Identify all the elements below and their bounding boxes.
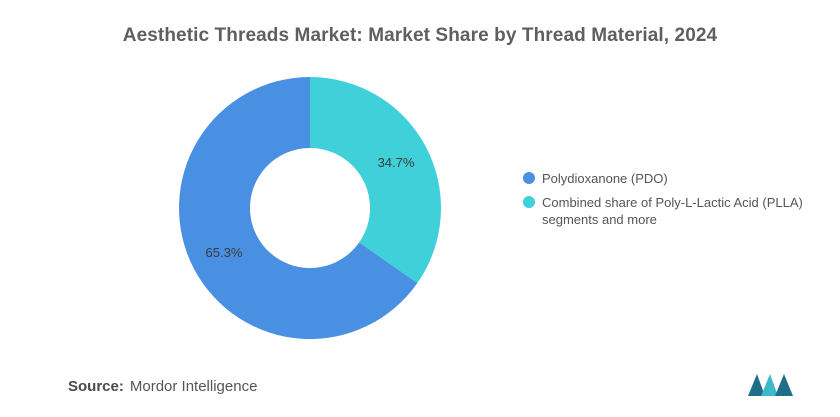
donut-slice-plla[interactable] xyxy=(310,77,441,283)
legend-item-pdo[interactable]: Polydioxanone (PDO) xyxy=(523,170,813,187)
slice-label-pdo: 65.3% xyxy=(206,245,243,260)
legend-label-plla: Combined share of Poly-L-Lactic Acid (PL… xyxy=(542,195,803,227)
slice-labels: 65.3% 34.7% xyxy=(206,155,415,260)
legend-swatch-plla xyxy=(523,196,535,208)
legend: Polydioxanone (PDO) Combined share of Po… xyxy=(523,170,813,235)
legend-item-plla[interactable]: Combined share of Poly-L-Lactic Acid (PL… xyxy=(523,194,813,228)
legend-swatch-pdo xyxy=(523,172,535,184)
legend-label-pdo: Polydioxanone (PDO) xyxy=(542,171,668,186)
slice-label-plla: 34.7% xyxy=(378,155,415,170)
donut-slice-pdo[interactable] xyxy=(179,77,418,339)
source-value: Mordor Intelligence xyxy=(129,378,258,395)
source-line: Source: Mordor Intelligence xyxy=(68,378,257,395)
source-label: Source: xyxy=(68,378,124,395)
chart-title: Aesthetic Threads Market: Market Share b… xyxy=(122,25,718,46)
mordor-intelligence-logo-icon xyxy=(748,374,793,396)
donut-slices xyxy=(179,77,441,339)
